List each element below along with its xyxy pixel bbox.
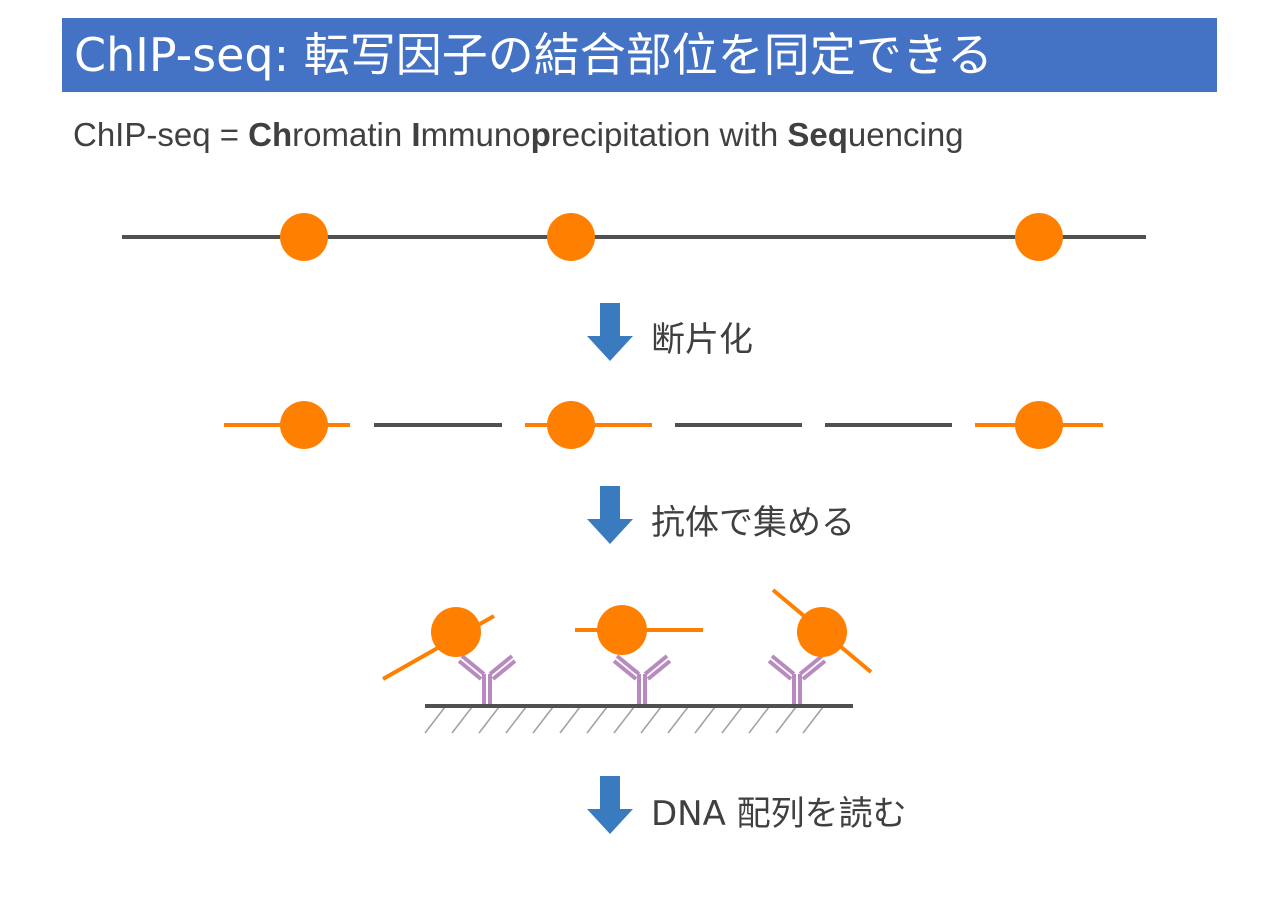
- protein-circle: [547, 213, 595, 261]
- fragmented-dna: [224, 401, 1103, 449]
- antibody-icon: [457, 654, 517, 706]
- step-label-sequencing: DNA 配列を読む: [651, 794, 907, 834]
- protein-circle: [547, 401, 595, 449]
- subtitle-part: mmuno: [420, 116, 531, 153]
- subtitle: ChIP-seq = Chromatin Immunoprecipitation…: [73, 116, 964, 154]
- protein-circle: [797, 607, 847, 657]
- title-bar: ChIP-seq: 転写因子の結合部位を同定できる: [62, 18, 1217, 92]
- subtitle-part: ChIP-seq =: [73, 116, 249, 153]
- subtitle-part: recipitation with: [550, 116, 788, 153]
- subtitle-part-bold: Ch: [248, 116, 293, 153]
- protein-circle: [431, 607, 481, 657]
- step-label-antibody: 抗体で集める: [651, 503, 855, 543]
- protein-circle: [1015, 213, 1063, 261]
- antibody-icon: [767, 654, 827, 706]
- immunoprecipitation: [382, 588, 873, 734]
- intact-dna: [122, 213, 1146, 261]
- protein-circle: [280, 401, 328, 449]
- surface-hatch: [424, 706, 824, 734]
- protein-circle: [597, 605, 647, 655]
- subtitle-part-bold: p: [530, 116, 551, 153]
- step-label-fragmentation: 断片化: [651, 320, 753, 360]
- protein-circle: [1015, 401, 1063, 449]
- subtitle-part-bold: I: [411, 116, 421, 153]
- subtitle-part-bold: Seq: [787, 116, 848, 153]
- subtitle-part: romatin: [292, 116, 412, 153]
- protein-circle: [280, 213, 328, 261]
- antibody-icon: [612, 654, 672, 706]
- subtitle-part: uencing: [847, 116, 964, 153]
- page-title: ChIP-seq: 転写因子の結合部位を同定できる: [74, 28, 993, 82]
- down-arrow-icon: [587, 303, 633, 361]
- down-arrow-icon: [587, 776, 633, 834]
- down-arrow-icon: [587, 486, 633, 544]
